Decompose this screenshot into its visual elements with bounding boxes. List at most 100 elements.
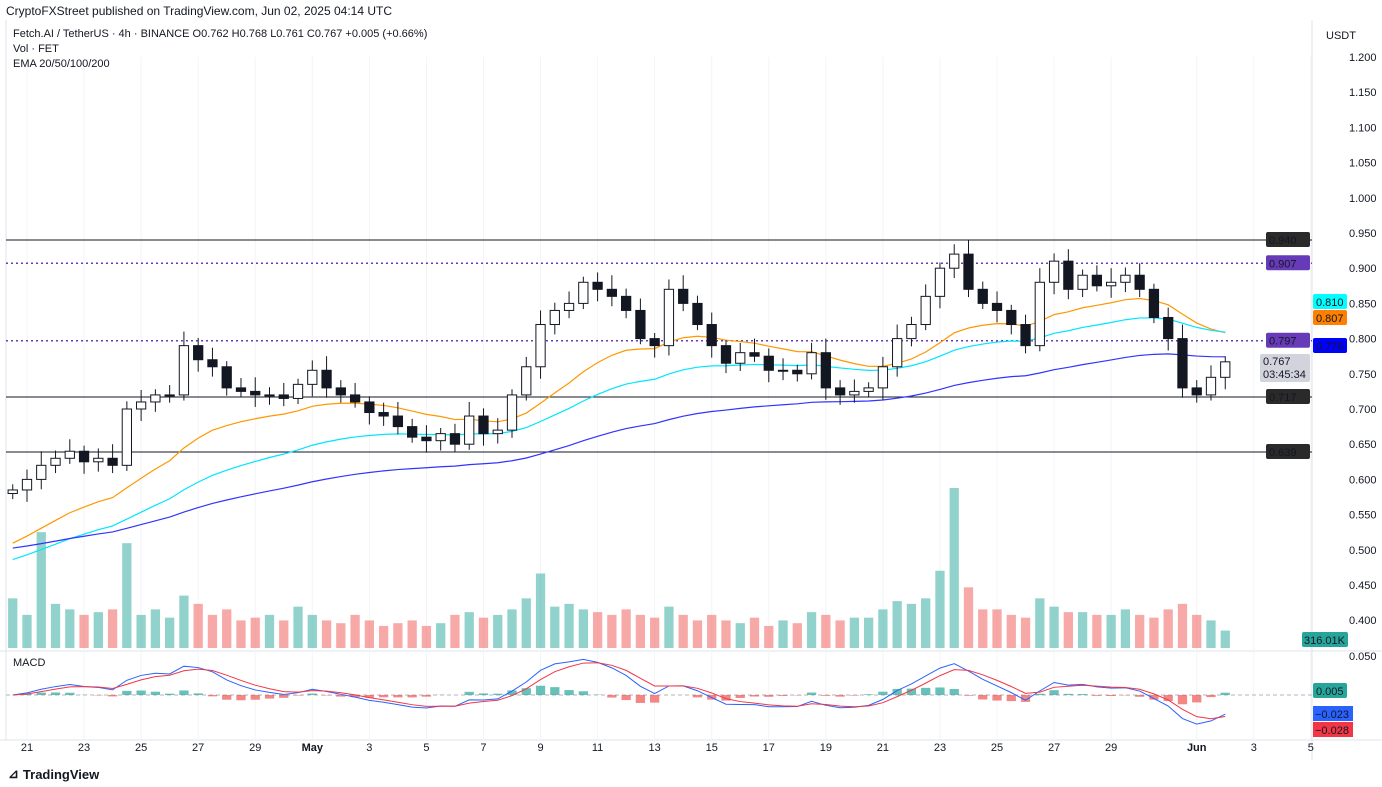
macd-histogram-bar xyxy=(350,695,360,698)
volume-bar xyxy=(806,612,817,648)
ema-legend[interactable]: EMA 20/50/100/200 xyxy=(13,58,110,70)
volume-bar xyxy=(207,614,218,648)
volume-bar xyxy=(1092,614,1102,648)
volume-bar xyxy=(1192,614,1202,648)
volume-bar xyxy=(835,620,845,648)
candle-up xyxy=(121,408,132,466)
macd-histogram-bar xyxy=(107,695,118,697)
volume-bar xyxy=(678,614,688,648)
macd-histogram-bar xyxy=(863,694,874,695)
candle-down xyxy=(749,352,760,357)
macd-histogram-bar xyxy=(407,695,417,698)
volume-bar xyxy=(450,614,460,648)
candle-down xyxy=(834,387,846,396)
x-tick-label: 7 xyxy=(480,742,486,754)
volume-bar xyxy=(50,603,61,648)
volume-bar xyxy=(321,620,332,648)
volume-bar xyxy=(1063,612,1073,648)
macd-histogram-bar xyxy=(806,692,817,695)
candle-down xyxy=(1177,338,1188,389)
macd-histogram-bar xyxy=(378,695,389,698)
volume-bar xyxy=(935,570,945,648)
candle-up xyxy=(1048,260,1060,283)
candle-down xyxy=(1134,274,1145,290)
volume-bar xyxy=(507,609,517,648)
macd-histogram-bar xyxy=(949,689,959,695)
macd-histogram-bar xyxy=(1020,695,1031,702)
macd-histogram-bar xyxy=(550,687,560,695)
volume-bar xyxy=(122,543,132,648)
x-tick-label: 25 xyxy=(991,742,1003,754)
y-tick-label: 0.950 xyxy=(1349,228,1377,240)
volume-bar xyxy=(393,623,403,648)
candle-up xyxy=(521,366,532,396)
y-tick-label: 0.850 xyxy=(1349,298,1377,310)
volume-bar xyxy=(550,606,560,648)
macd-histogram-bar xyxy=(336,695,346,697)
candle-down xyxy=(235,387,247,392)
x-tick-label: 3 xyxy=(366,742,372,754)
macd-histogram-bar xyxy=(22,693,32,695)
macd-histogram-bar xyxy=(735,695,745,698)
candle-up xyxy=(934,267,946,297)
volume-bar xyxy=(22,614,32,648)
macd-histogram-bar xyxy=(1063,693,1073,695)
candle-up xyxy=(892,338,903,368)
ema200-line xyxy=(12,353,1226,549)
macd-histogram-bar xyxy=(464,691,474,695)
volume-bar xyxy=(364,620,374,648)
y-tick-label: 0.600 xyxy=(1349,474,1377,486)
countdown-label: 03:45:34 xyxy=(1263,369,1306,381)
candle-up xyxy=(1106,281,1117,287)
volume-bar xyxy=(1049,606,1059,648)
macd-histogram-bar xyxy=(978,695,988,700)
candle-down xyxy=(207,359,218,368)
volume-bar xyxy=(578,609,588,648)
volume-bar xyxy=(535,573,546,648)
macd-histogram-bar xyxy=(692,695,703,698)
candle-up xyxy=(93,457,104,463)
x-tick-label: 13 xyxy=(649,742,661,754)
volume-bar xyxy=(749,617,760,648)
candle-down xyxy=(278,394,289,399)
candle-down xyxy=(977,288,988,304)
y-tick-label: 0.900 xyxy=(1349,263,1377,275)
macd-histogram-bar xyxy=(1092,695,1102,696)
level-price-tag-bg xyxy=(1266,255,1310,271)
ema50-price-tag: 0.807 xyxy=(1316,313,1344,325)
candle-down xyxy=(1163,316,1174,340)
candle-up xyxy=(563,302,575,311)
volume-bar xyxy=(735,623,745,648)
volume-bar xyxy=(264,614,275,648)
volume-bar xyxy=(721,620,731,648)
volume-bar xyxy=(236,620,246,648)
macd-histogram-bar xyxy=(849,695,860,696)
volume-tag: 316.01K xyxy=(1304,635,1346,647)
volume-bar xyxy=(921,598,931,648)
candle-up xyxy=(36,464,47,480)
logo-text: TradingView xyxy=(22,766,100,782)
candle-up xyxy=(264,394,275,397)
x-tick-label: 21 xyxy=(21,742,33,754)
macd-histogram-bar xyxy=(207,695,218,697)
volume-bar xyxy=(464,612,474,648)
macd-tag-bg xyxy=(1313,706,1353,721)
volume-legend[interactable]: Vol · FET xyxy=(13,43,59,55)
volume-bar xyxy=(279,620,289,648)
last-price-label: 0.767 xyxy=(1263,356,1291,368)
x-tick-label: 5 xyxy=(1308,742,1314,754)
x-tick-label: 25 xyxy=(135,742,147,754)
tradingview-logo[interactable]: ⊿ TradingView xyxy=(8,766,99,782)
candle-down xyxy=(1020,324,1031,347)
y-tick-label: 0.450 xyxy=(1349,580,1377,592)
x-tick-label: 21 xyxy=(877,742,889,754)
candle-up xyxy=(735,352,746,364)
x-tick-label: 23 xyxy=(934,742,946,754)
candle-down xyxy=(349,394,361,403)
volume-bar xyxy=(1077,612,1088,648)
symbol-ohlc[interactable]: Fetch.AI / TetherUS · 4h · BINANCE O0.76… xyxy=(13,28,428,40)
volume-bar xyxy=(165,617,175,648)
candle-up xyxy=(150,394,161,403)
volume-bar xyxy=(136,614,146,648)
